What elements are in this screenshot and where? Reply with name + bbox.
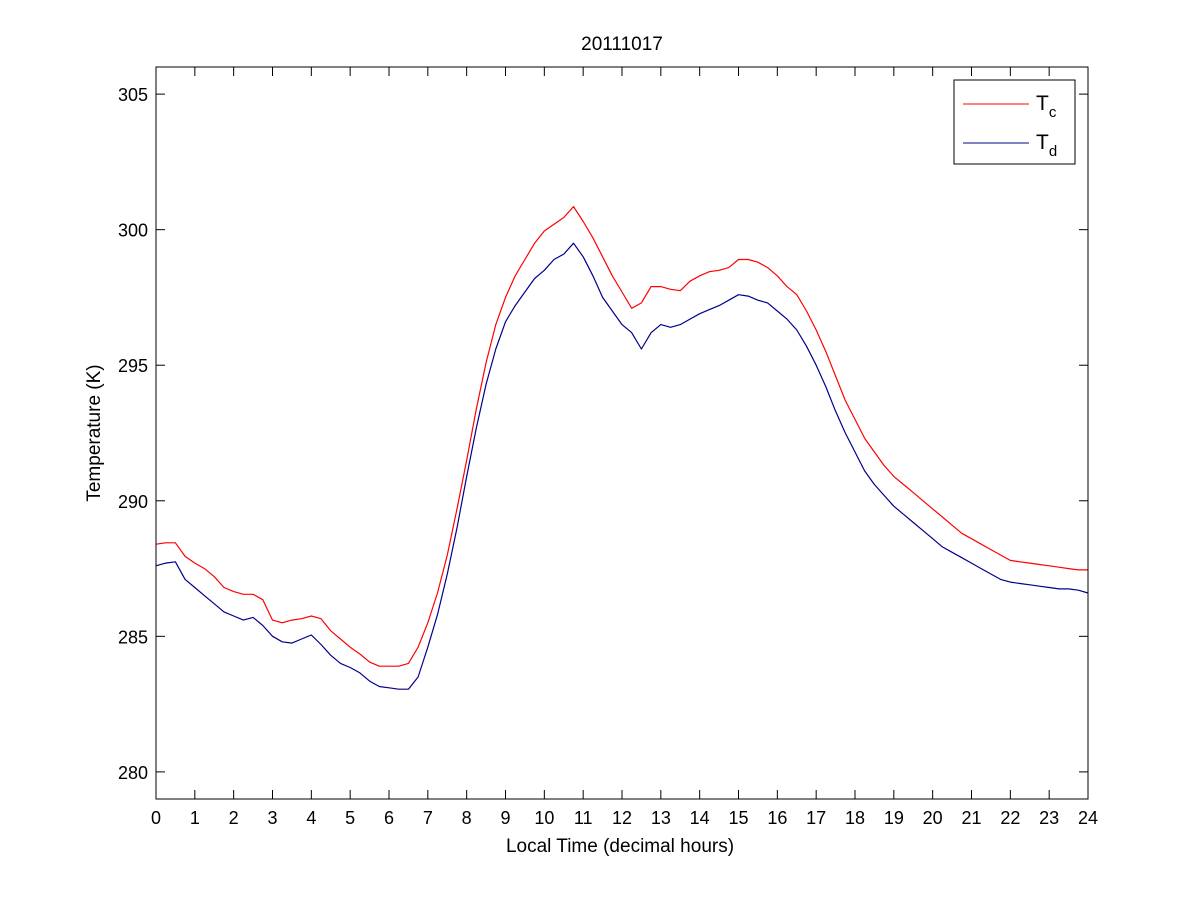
legend-label-td-sub: d	[1049, 143, 1057, 160]
ticks-layer: 0 1 2 3 4 5 6 7 8 9 10 11 12 13 14 15 16 17 18 19 20 21 22 23 24…	[118, 67, 1098, 828]
x-tick-label: 15	[728, 808, 748, 828]
legend-label-tc: Tc	[1036, 92, 1057, 121]
x-tick-label: 12	[612, 808, 632, 828]
y-tick-label: 295	[118, 356, 148, 376]
series-line-tc	[155, 206, 1088, 667]
legend: Tc Td	[953, 79, 1076, 165]
x-tick-label: 1	[190, 808, 200, 828]
x-tick-label: 5	[345, 808, 355, 828]
x-tick-label: 9	[500, 808, 510, 828]
y-tick-label: 305	[118, 85, 148, 105]
y-tick-label: 280	[118, 763, 148, 783]
x-tick-label: 4	[306, 808, 316, 828]
x-tick-label: 13	[651, 808, 671, 828]
legend-box	[953, 79, 1076, 165]
x-tick-label: 23	[1039, 808, 1059, 828]
x-tick-label: 0	[151, 808, 161, 828]
y-axis-title: Temperature (K)	[84, 364, 105, 501]
chart-title: 20111017	[581, 34, 663, 55]
series-layer	[155, 206, 1089, 690]
plot-area	[156, 67, 1088, 799]
x-tick-label: 6	[384, 808, 394, 828]
x-tick-label: 3	[267, 808, 277, 828]
y-tick-label: 285	[118, 627, 148, 647]
legend-label-tc-main: T	[1036, 92, 1049, 115]
x-tick-label: 17	[806, 808, 826, 828]
x-tick-label: 20	[923, 808, 943, 828]
x-tick-label: 8	[462, 808, 472, 828]
x-tick-label: 14	[690, 808, 710, 828]
y-tick-label: 300	[118, 221, 148, 241]
x-tick-label: 22	[1000, 808, 1020, 828]
y-tick-label: 290	[118, 492, 148, 512]
legend-label-td: Td	[1036, 131, 1057, 160]
legend-label-td-main: T	[1036, 131, 1049, 154]
x-tick-label: 2	[229, 808, 239, 828]
x-tick-label: 11	[574, 808, 593, 828]
legend-label-tc-sub: c	[1049, 104, 1057, 121]
x-tick-label: 19	[884, 808, 904, 828]
x-tick-label: 7	[423, 808, 433, 828]
series-line-td	[155, 242, 1089, 690]
x-tick-label: 21	[961, 808, 981, 828]
x-tick-label: 24	[1078, 808, 1098, 828]
x-axis-title: Local Time (decimal hours)	[506, 836, 734, 857]
x-tick-label: 18	[845, 808, 865, 828]
x-tick-label: 10	[534, 808, 554, 828]
x-tick-label: 16	[767, 808, 787, 828]
